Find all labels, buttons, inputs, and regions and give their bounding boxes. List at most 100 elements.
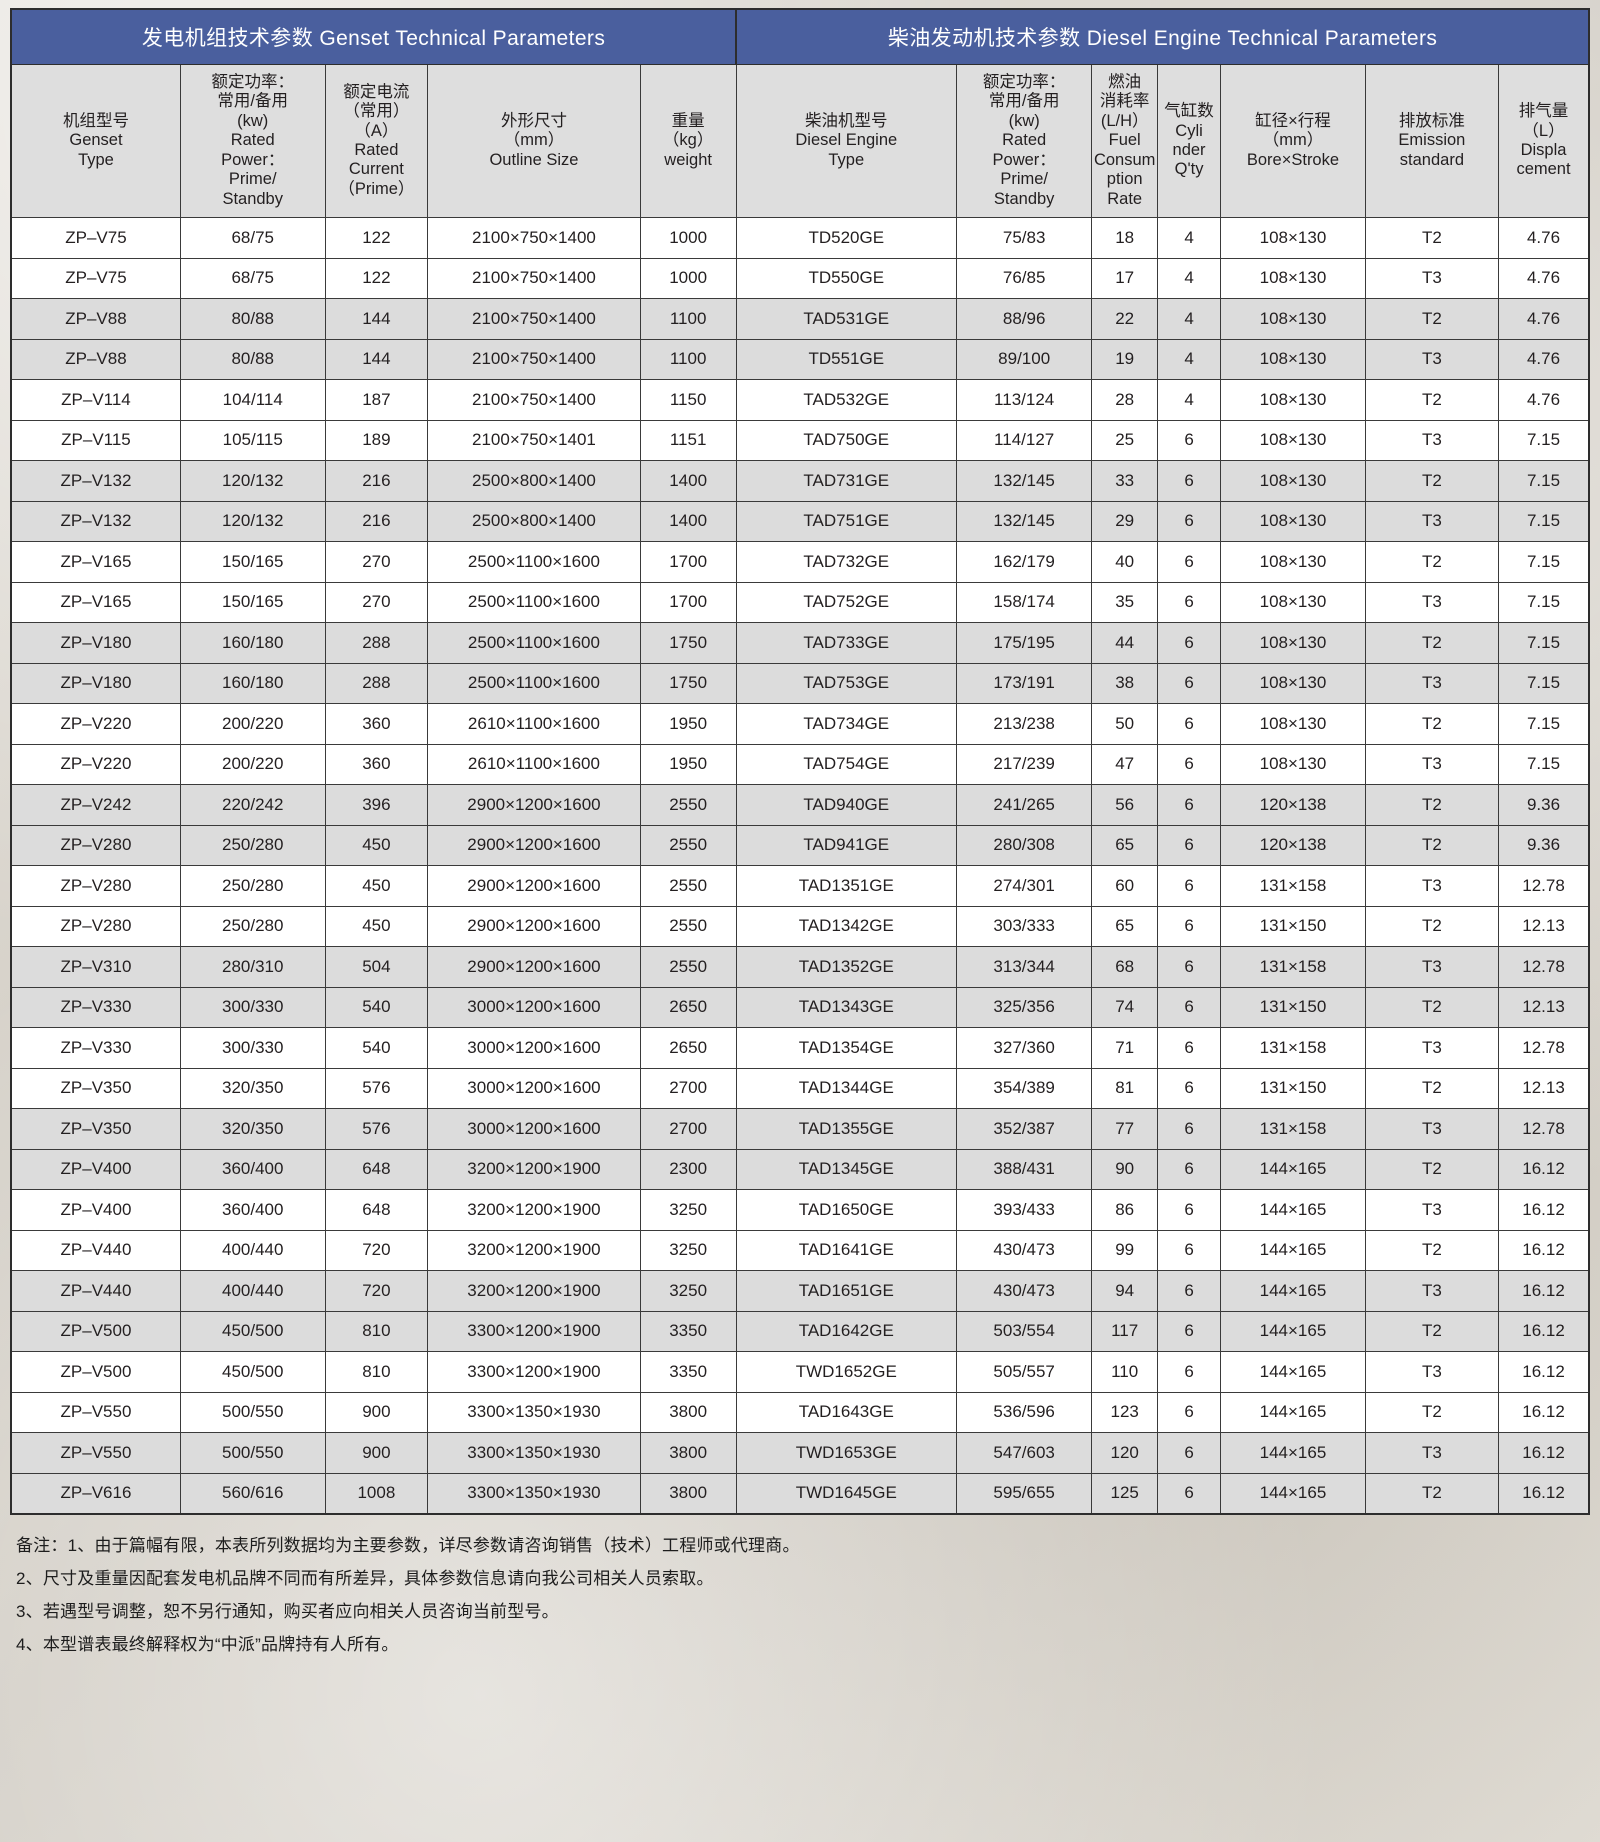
- table-header-row: 机组型号 Genset Type 额定功率： 常用/备用 (kw) Rated Power： P…: [10, 64, 1590, 218]
- cell-r25-c7: 99: [1091, 1229, 1158, 1271]
- cell-r27-c1: 450/500: [179, 1310, 326, 1352]
- cell-r26-c5: TAD1651GE: [735, 1270, 957, 1312]
- cell-r9-c0: ZP–V165: [10, 581, 181, 623]
- cell-r31-c2: 1008: [324, 1472, 429, 1515]
- cell-r13-c11: 7.15: [1498, 743, 1590, 785]
- cell-r27-c9: 144×165: [1220, 1310, 1366, 1352]
- cell-r13-c6: 217/239: [955, 743, 1093, 785]
- cell-r14-c6: 241/265: [955, 784, 1093, 826]
- cell-r22-c5: TAD1355GE: [735, 1108, 957, 1150]
- cell-r27-c4: 3350: [639, 1310, 737, 1352]
- cell-r7-c5: TAD751GE: [735, 500, 957, 542]
- cell-r6-c4: 1400: [639, 460, 737, 502]
- cell-r3-c11: 4.76: [1498, 338, 1590, 380]
- cell-r30-c10: T3: [1364, 1432, 1500, 1474]
- cell-r0-c2: 122: [324, 217, 429, 259]
- cell-r7-c1: 120/132: [179, 500, 326, 542]
- cell-r19-c11: 12.13: [1498, 986, 1590, 1028]
- cell-r1-c7: 17: [1091, 257, 1158, 299]
- cell-r15-c7: 65: [1091, 824, 1158, 866]
- cell-r12-c10: T2: [1364, 703, 1500, 745]
- cell-r31-c8: 6: [1156, 1472, 1222, 1515]
- cell-r29-c9: 144×165: [1220, 1391, 1366, 1433]
- cell-r26-c6: 430/473: [955, 1270, 1093, 1312]
- cell-r15-c5: TAD941GE: [735, 824, 957, 866]
- cell-r16-c2: 450: [324, 865, 429, 907]
- cell-r2-c11: 4.76: [1498, 298, 1590, 340]
- cell-r30-c6: 547/603: [955, 1432, 1093, 1474]
- cell-r4-c2: 187: [324, 379, 429, 421]
- cell-r26-c11: 16.12: [1498, 1270, 1590, 1312]
- cell-r4-c9: 108×130: [1220, 379, 1366, 421]
- cell-r28-c5: TWD1652GE: [735, 1351, 957, 1393]
- table-row: ZP–V220 200/220 360 2610×1100×1600 1950 TAD75…: [10, 743, 1590, 785]
- cell-r26-c7: 94: [1091, 1270, 1158, 1312]
- table-body: ZP–V75 68/75 122 2100×750×1400 1000 TD520GE 75…: [10, 217, 1590, 1515]
- cell-r7-c7: 29: [1091, 500, 1158, 542]
- table-row: ZP–V242 220/242 396 2900×1200×1600 2550 TAD94…: [10, 784, 1590, 826]
- cell-r27-c0: ZP–V500: [10, 1310, 181, 1352]
- cell-r1-c6: 76/85: [955, 257, 1093, 299]
- column-header-zh: 柴油机型号: [805, 111, 888, 130]
- cell-r18-c10: T3: [1364, 946, 1500, 988]
- cell-r11-c2: 288: [324, 662, 429, 704]
- cell-r2-c8: 4: [1156, 298, 1222, 340]
- cell-r26-c8: 6: [1156, 1270, 1222, 1312]
- column-header-en: Emission standard: [1398, 131, 1466, 169]
- cell-r7-c6: 132/145: [955, 500, 1093, 542]
- table-row: ZP–V330 300/330 540 3000×1200×1600 2650 TAD13…: [10, 986, 1590, 1028]
- table-row: ZP–V350 320/350 576 3000×1200×1600 2700 TAD13…: [10, 1108, 1590, 1150]
- table-row: ZP–V616 560/616 1008 3300×1350×1930 3800 TWD1…: [10, 1472, 1590, 1515]
- cell-r21-c0: ZP–V350: [10, 1067, 181, 1109]
- cell-r24-c5: TAD1650GE: [735, 1189, 957, 1231]
- cell-r28-c9: 144×165: [1220, 1351, 1366, 1393]
- cell-r14-c1: 220/242: [179, 784, 326, 826]
- table-row: ZP–V440 400/440 720 3200×1200×1900 3250 TAD16…: [10, 1270, 1590, 1312]
- cell-r15-c11: 9.36: [1498, 824, 1590, 866]
- cell-r3-c4: 1100: [639, 338, 737, 380]
- cell-r19-c8: 6: [1156, 986, 1222, 1028]
- cell-r15-c2: 450: [324, 824, 429, 866]
- cell-r10-c4: 1750: [639, 622, 737, 664]
- cell-r3-c6: 89/100: [955, 338, 1093, 380]
- cell-r12-c3: 2610×1100×1600: [427, 703, 641, 745]
- cell-r25-c6: 430/473: [955, 1229, 1093, 1271]
- banner-engine: 柴油发动机技术参数 Diesel Engine Technical Parame…: [735, 8, 1590, 65]
- cell-r5-c0: ZP–V115: [10, 419, 181, 461]
- cell-r3-c8: 4: [1156, 338, 1222, 380]
- cell-r28-c8: 6: [1156, 1351, 1222, 1393]
- cell-r14-c5: TAD940GE: [735, 784, 957, 826]
- cell-r3-c0: ZP–V88: [10, 338, 181, 380]
- cell-r27-c10: T2: [1364, 1310, 1500, 1352]
- cell-r21-c6: 354/389: [955, 1067, 1093, 1109]
- table-row: ZP–V310 280/310 504 2900×1200×1600 2550 TAD13…: [10, 946, 1590, 988]
- cell-r9-c7: 35: [1091, 581, 1158, 623]
- column-header-6: 额定功率： 常用/备用 (kw) Rated Power： Prime/Standby: [955, 64, 1093, 218]
- cell-r13-c10: T3: [1364, 743, 1500, 785]
- cell-r6-c10: T2: [1364, 460, 1500, 502]
- cell-r8-c8: 6: [1156, 541, 1222, 583]
- cell-r17-c4: 2550: [639, 905, 737, 947]
- cell-r15-c0: ZP–V280: [10, 824, 181, 866]
- cell-r25-c5: TAD1641GE: [735, 1229, 957, 1271]
- cell-r18-c1: 280/310: [179, 946, 326, 988]
- cell-r4-c6: 113/124: [955, 379, 1093, 421]
- cell-r11-c0: ZP–V180: [10, 662, 181, 704]
- cell-r17-c11: 12.13: [1498, 905, 1590, 947]
- cell-r2-c7: 22: [1091, 298, 1158, 340]
- cell-r12-c7: 50: [1091, 703, 1158, 745]
- table-banner-row: 发电机组技术参数 Genset Technical Parameters 柴油发…: [10, 8, 1590, 65]
- cell-r2-c1: 80/88: [179, 298, 326, 340]
- table-row: ZP–V180 160/180 288 2500×1100×1600 1750 TAD75…: [10, 662, 1590, 704]
- cell-r0-c7: 18: [1091, 217, 1158, 259]
- cell-r29-c1: 500/550: [179, 1391, 326, 1433]
- cell-r31-c3: 3300×1350×1930: [427, 1472, 641, 1515]
- cell-r27-c6: 503/554: [955, 1310, 1093, 1352]
- cell-r13-c0: ZP–V220: [10, 743, 181, 785]
- cell-r19-c4: 2650: [639, 986, 737, 1028]
- cell-r14-c3: 2900×1200×1600: [427, 784, 641, 826]
- table-row: ZP–V280 250/280 450 2900×1200×1600 2550 TAD13…: [10, 905, 1590, 947]
- cell-r9-c11: 7.15: [1498, 581, 1590, 623]
- cell-r8-c2: 270: [324, 541, 429, 583]
- cell-r23-c0: ZP–V400: [10, 1148, 181, 1190]
